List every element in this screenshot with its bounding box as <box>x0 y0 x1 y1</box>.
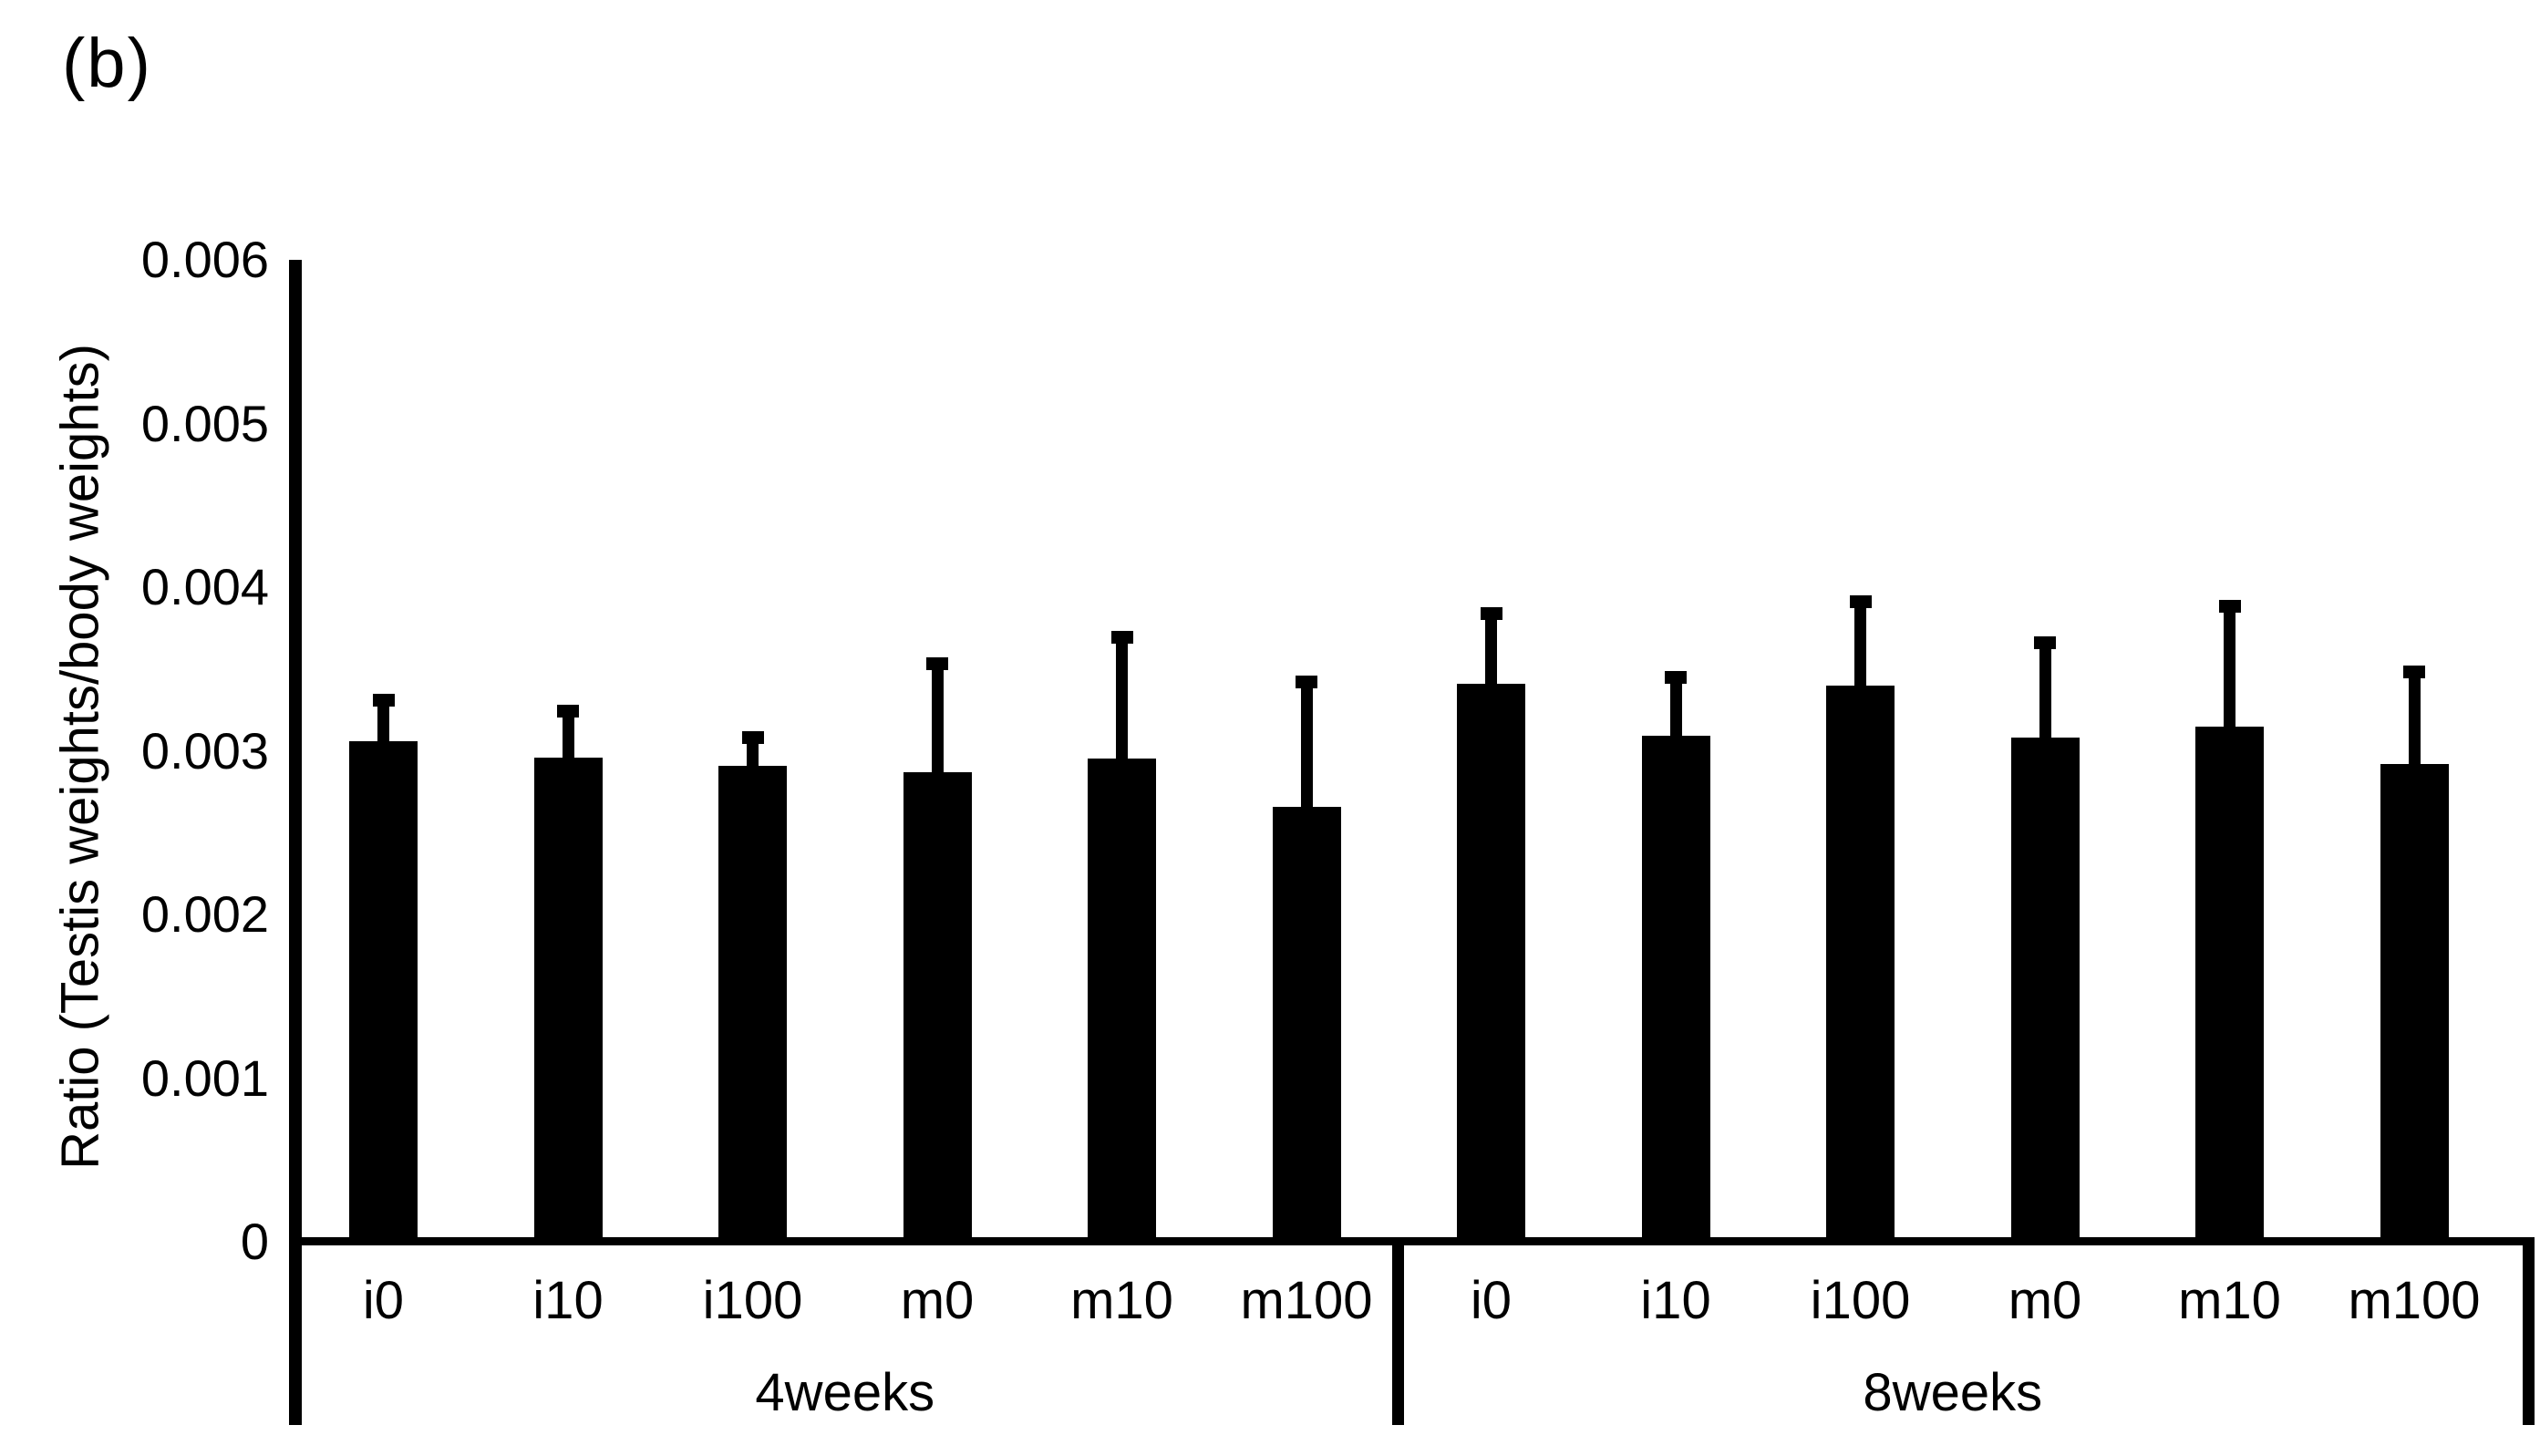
x-category-label-8weeks-i10: i10 <box>1640 1271 1711 1330</box>
error-bar-stem-8weeks-m100 <box>2408 666 2421 764</box>
bar-8weeks-i10 <box>1641 736 1710 1245</box>
error-bar-stem-4weeks-i10 <box>562 705 574 758</box>
bar-8weeks-m10 <box>2195 726 2264 1245</box>
x-category-label-4weeks-m10: m10 <box>1070 1271 1173 1330</box>
x-category-label-4weeks-i10: i10 <box>532 1271 604 1330</box>
bar-4weeks-i0 <box>349 740 418 1245</box>
bar-4weeks-i100 <box>718 765 787 1245</box>
error-bar-cap-4weeks-m10 <box>1110 631 1133 645</box>
y-tick-label: 0.004 <box>140 558 269 615</box>
x-axis-line <box>289 1237 2535 1245</box>
x-category-label-8weeks-m0: m0 <box>2008 1271 2082 1330</box>
x-category-label-4weeks-i0: i0 <box>362 1271 405 1330</box>
error-bar-stem-8weeks-i100 <box>1854 594 1866 686</box>
error-bar-cap-8weeks-m100 <box>2403 666 2425 679</box>
bar-8weeks-m100 <box>2380 763 2449 1245</box>
error-bar-cap-8weeks-i0 <box>1480 606 1502 620</box>
x-category-label-4weeks-m100: m100 <box>1240 1271 1373 1330</box>
error-bar-cap-8weeks-i100 <box>1849 594 1872 608</box>
x-category-label-8weeks-i0: i0 <box>1470 1271 1513 1330</box>
y-tick-label: 0.006 <box>140 231 269 288</box>
bar-4weeks-m100 <box>1272 806 1341 1245</box>
axis-right-end-line <box>2523 1237 2535 1425</box>
error-bar-stem-4weeks-m10 <box>1116 631 1128 759</box>
x-category-label-8weeks-m10: m10 <box>2178 1271 2281 1330</box>
error-bar-stem-4weeks-m0 <box>931 657 944 772</box>
bar-8weeks-i100 <box>1826 685 1895 1245</box>
bar-8weeks-m0 <box>2010 738 2080 1245</box>
error-bar-cap-8weeks-i10 <box>1665 670 1687 684</box>
y-tick-label: 0.001 <box>140 1048 269 1107</box>
bar-8weeks-i0 <box>1457 683 1525 1245</box>
error-bar-cap-4weeks-i0 <box>372 693 395 707</box>
error-bar-cap-8weeks-m10 <box>2218 600 2241 614</box>
error-bar-cap-4weeks-i10 <box>557 705 579 718</box>
group-divider-line <box>1392 1237 1404 1425</box>
error-bar-stem-8weeks-m0 <box>2039 635 2051 738</box>
y-tick-label: 0.003 <box>140 721 269 780</box>
group-label-4weeks: 4weeks <box>755 1363 935 1422</box>
error-bar-cap-8weeks-m0 <box>2034 635 2056 649</box>
error-bar-cap-4weeks-i100 <box>741 730 764 744</box>
error-bar-stem-4weeks-m100 <box>1300 675 1313 807</box>
x-category-label-4weeks-i100: i100 <box>702 1271 803 1330</box>
error-bar-stem-8weeks-m10 <box>2224 600 2235 727</box>
error-bar-cap-4weeks-m100 <box>1296 675 1317 688</box>
panel-label: (b) <box>62 25 152 102</box>
x-category-label-4weeks-m0: m0 <box>900 1271 975 1330</box>
bar-4weeks-i10 <box>533 757 603 1245</box>
x-category-label-8weeks-m100: m100 <box>2348 1271 2481 1330</box>
group-label-8weeks: 8weeks <box>1863 1363 2043 1422</box>
x-category-label-8weeks-i100: i100 <box>1810 1271 1911 1330</box>
y-axis-line <box>289 260 302 1425</box>
error-bar-cap-4weeks-m0 <box>926 657 948 671</box>
error-bar-stem-8weeks-i10 <box>1669 670 1682 737</box>
bar-4weeks-m10 <box>1088 759 1156 1245</box>
y-tick-label: 0.002 <box>140 885 269 943</box>
bar-4weeks-m0 <box>903 771 972 1245</box>
error-bar-stem-8weeks-i0 <box>1485 606 1497 684</box>
y-tick-label: 0 <box>240 1213 269 1270</box>
y-tick-label: 0.005 <box>140 394 269 452</box>
